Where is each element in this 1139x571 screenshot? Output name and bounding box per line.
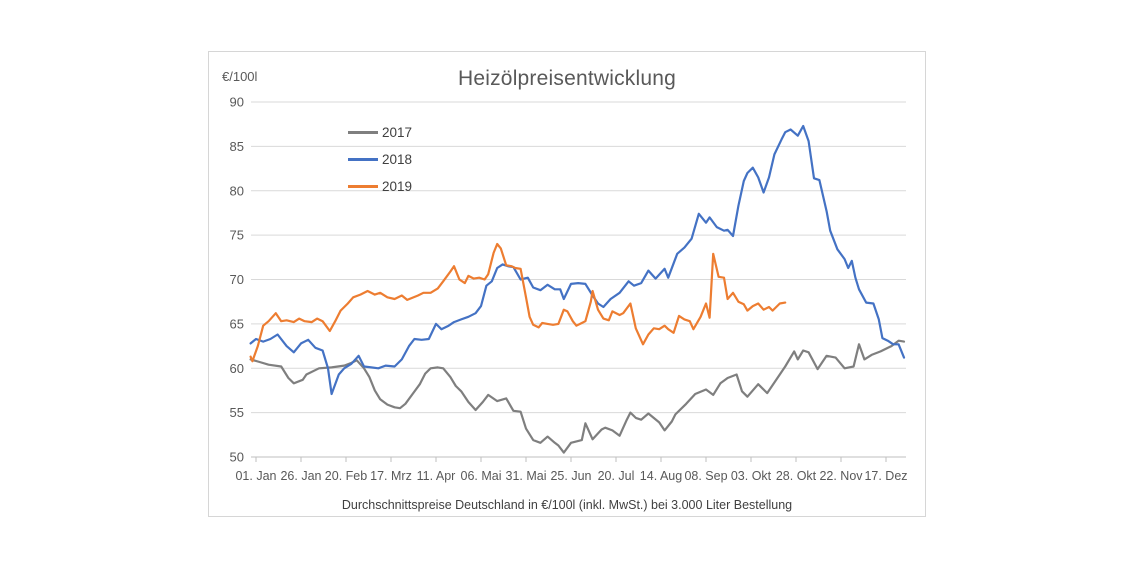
x-tick-label: 28. Okt (776, 469, 817, 483)
x-tick-label: 14. Aug (640, 469, 682, 483)
price-chart: 50 55 60 65 70 75 80 85 90 €/100l 01. Jan 26. Jan 20… (222, 69, 908, 483)
legend-label: 2018 (382, 152, 413, 167)
legend-label: 2019 (382, 179, 413, 194)
y-tick-label: 85 (230, 139, 244, 154)
legend-swatch-2018 (348, 158, 378, 161)
x-tick-label: 03. Okt (731, 469, 772, 483)
chart-card: 50 55 60 65 70 75 80 85 90 €/100l 01. Jan 26. Jan 20… (208, 51, 926, 517)
x-tick-label: 26. Jan (280, 469, 321, 483)
series-line-2017 (249, 339, 906, 454)
x-tick-label: 20. Feb (325, 469, 367, 483)
y-tick-label: 50 (230, 450, 244, 465)
y-tick-label: 60 (230, 361, 244, 376)
x-tick-label: 31. Mai (506, 469, 547, 483)
chart-title: Heizölpreisentwicklung (458, 67, 676, 90)
y-tick-label: 80 (230, 183, 244, 198)
series-line-2019 (249, 242, 787, 363)
x-tick-label: 06. Mai (461, 469, 502, 483)
legend-swatch-2017 (348, 131, 378, 134)
y-tick-label: 75 (230, 228, 244, 243)
chart-caption: Durchschnittspreise Deutschland in €/100… (341, 498, 793, 512)
legend-item-2019: 2019 (348, 173, 412, 200)
x-tick-label: 25. Jun (550, 469, 591, 483)
x-tick-label: 17. Mrz (370, 469, 412, 483)
x-tick-label: 01. Jan (235, 469, 276, 483)
y-axis-unit-label: €/100l (222, 69, 258, 84)
y-tick-label: 55 (230, 405, 244, 420)
y-tick-label: 90 (230, 95, 244, 110)
y-tick-label: 65 (230, 316, 244, 331)
x-tick-label: 20. Jul (598, 469, 635, 483)
legend-label: 2017 (382, 125, 413, 140)
legend-item-2018: 2018 (348, 146, 412, 173)
legend-swatch-2019 (348, 185, 378, 188)
legend-item-2017: 2017 (348, 119, 412, 146)
legend: 2017 2018 2019 (348, 119, 412, 200)
x-tick-label: 17. Dez (864, 469, 907, 483)
x-tick-label: 08. Sep (684, 469, 727, 483)
x-tick-label: 11. Apr (417, 469, 456, 483)
y-tick-label: 70 (230, 272, 244, 287)
x-tick-label: 22. Nov (819, 469, 863, 483)
